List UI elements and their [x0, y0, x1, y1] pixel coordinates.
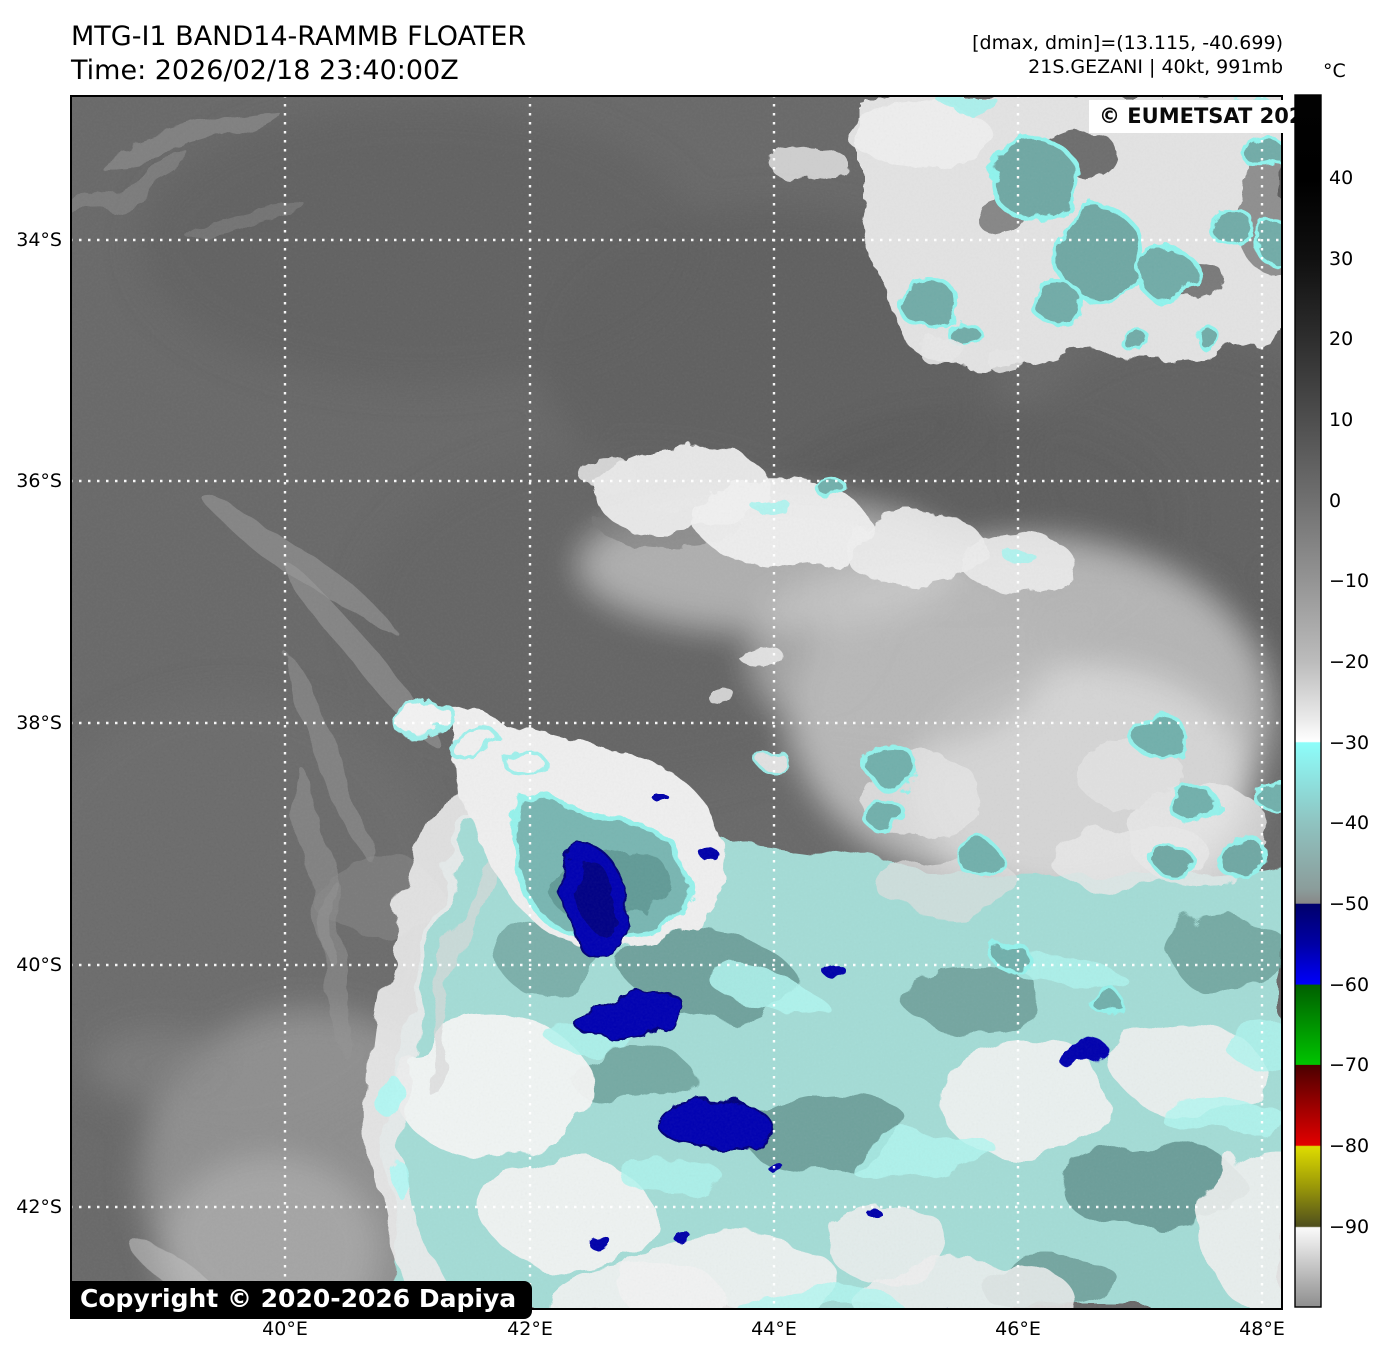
sensor-grain: [70, 95, 1283, 1310]
storm-info-readout: 21S.GEZANI | 40kt, 991mb: [1028, 56, 1283, 78]
eumetsat-credit-badge: © EUMETSAT 2026: [1089, 100, 1329, 133]
colorbar-tick-10: 10: [1329, 409, 1354, 431]
lat-label-42s: 42°S: [16, 1196, 62, 1218]
copyright-badge: Copyright © 2020-2026 Dapiya: [70, 1281, 533, 1319]
colorbar-tick-m60: −60: [1329, 974, 1370, 996]
map-image: © EUMETSAT 2026 Copyright © 2020-2026 Da…: [10, 95, 1370, 1353]
satellite-scene: [10, 95, 1370, 1353]
colorbar-tick-0: 0: [1329, 490, 1342, 512]
lon-label-44e: 44°E: [751, 1318, 797, 1340]
lon-label-40e: 40°E: [262, 1318, 308, 1340]
colorbar-tick-m50: −50: [1329, 893, 1370, 915]
dmax-dmin-readout: [dmax, dmin]=(13.115, -40.699): [972, 32, 1283, 54]
lat-label-34s: 34°S: [16, 229, 62, 251]
colorbar-unit-label: °C: [1323, 60, 1346, 82]
lon-label-48e: 48°E: [1239, 1318, 1285, 1340]
colorbar-tick-m70: −70: [1329, 1054, 1370, 1076]
lat-label-36s: 36°S: [16, 470, 62, 492]
colorbar-tick-m40: −40: [1329, 812, 1370, 834]
lat-label-38s: 38°S: [16, 712, 62, 734]
colorbar: [1294, 94, 1322, 1308]
colorbar-tick-m10: −10: [1329, 570, 1370, 592]
header-info-block: [dmax, dmin]=(13.115, -40.699) 21S.GEZAN…: [972, 31, 1283, 79]
colorbar-tick-20: 20: [1329, 328, 1354, 350]
colorbar-gradient: [1294, 94, 1322, 1308]
colorbar-tick-m80: −80: [1329, 1135, 1370, 1157]
map-frame: [70, 95, 1283, 1310]
product-timestamp: Time: 2026/02/18 23:40:00Z: [71, 55, 459, 86]
lat-label-40s: 40°S: [16, 954, 62, 976]
colorbar-tick-40: 40: [1329, 167, 1354, 189]
lon-label-46e: 46°E: [995, 1318, 1041, 1340]
colorbar-tick-30: 30: [1329, 248, 1354, 270]
header-title-block: MTG-I1 BAND14-RAMMB FLOATER Time: 2026/0…: [71, 20, 526, 88]
lon-label-42e: 42°E: [507, 1318, 553, 1340]
colorbar-tick-m30: −30: [1329, 732, 1370, 754]
product-title: MTG-I1 BAND14-RAMMB FLOATER: [71, 21, 527, 52]
colorbar-tick-m20: −20: [1329, 651, 1370, 673]
colorbar-tick-m90: −90: [1329, 1216, 1370, 1238]
